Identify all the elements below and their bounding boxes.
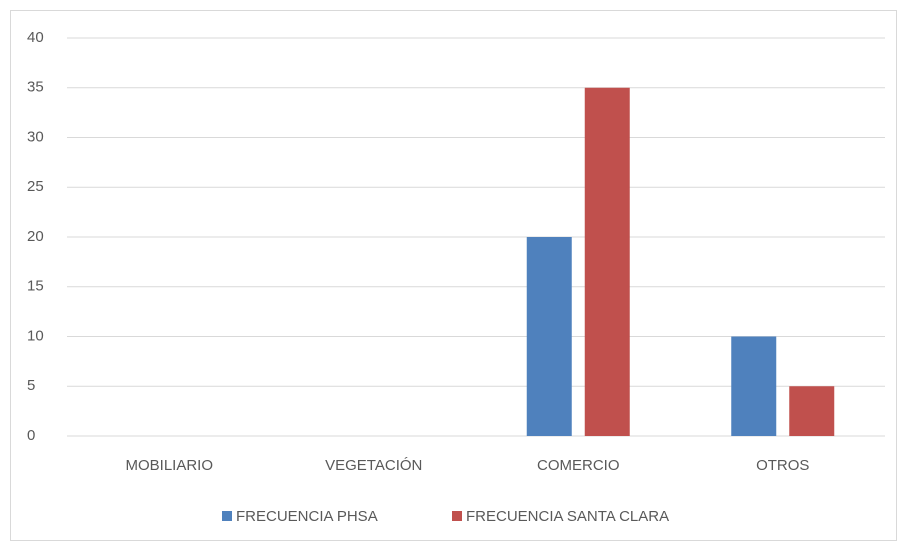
y-tick-label: 35 — [27, 79, 44, 96]
x-tick-label: VEGETACIÓN — [325, 457, 422, 474]
bar — [584, 87, 630, 436]
legend-label: FRECUENCIA PHSA — [236, 508, 378, 525]
y-tick-label: 15 — [27, 278, 44, 295]
y-tick-label: 5 — [27, 377, 35, 394]
x-tick-label: OTROS — [756, 457, 809, 474]
y-tick-label: 30 — [27, 128, 44, 145]
legend-label: FRECUENCIA SANTA CLARA — [466, 508, 669, 525]
y-tick-label: 20 — [27, 228, 44, 245]
x-tick-label: COMERCIO — [537, 457, 620, 474]
bar — [789, 386, 835, 436]
y-tick-label: 0 — [27, 427, 35, 444]
legend-swatch — [452, 511, 462, 521]
x-tick-label: MOBILIARIO — [125, 457, 213, 474]
bar — [526, 237, 572, 436]
bar — [731, 336, 777, 436]
legend-swatch — [222, 511, 232, 521]
y-tick-label: 10 — [27, 327, 44, 344]
y-tick-label: 40 — [27, 29, 44, 46]
y-tick-label: 25 — [27, 178, 44, 195]
chart-border — [10, 10, 897, 541]
